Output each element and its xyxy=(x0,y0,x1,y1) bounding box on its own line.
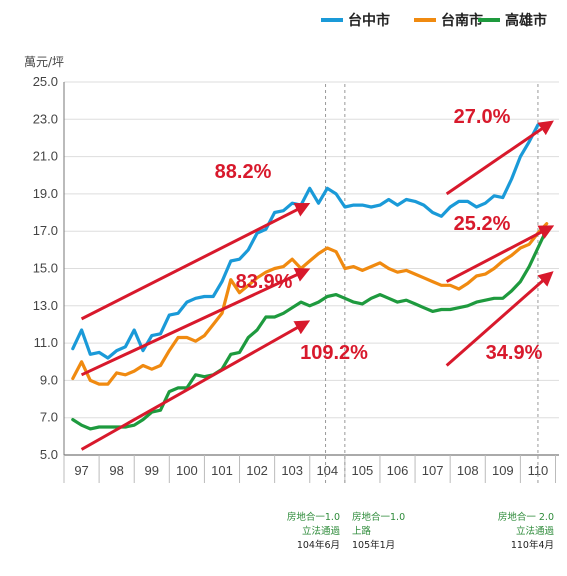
growth-label: 83.9% xyxy=(236,271,293,293)
series-line-2 xyxy=(71,222,549,386)
policy-note-text: 房地合一1.0 xyxy=(287,511,340,523)
policy-note-text: 104年6月 xyxy=(297,539,340,551)
legend-label: 高雄市 xyxy=(505,12,547,29)
x-tick-label: 97 xyxy=(74,463,88,478)
growth-arrow xyxy=(80,267,311,377)
y-tick-label: 13.0 xyxy=(33,298,58,313)
series-line-3 xyxy=(71,227,549,431)
y-tick-label: 11.0 xyxy=(34,335,58,350)
growth-arrow xyxy=(80,203,311,321)
y-tick-label: 19.0 xyxy=(33,186,58,201)
growth-label: 25.2% xyxy=(454,213,511,235)
x-tick-label: 101 xyxy=(211,463,233,478)
growth-label: 34.9% xyxy=(486,342,543,364)
legend-label: 台中市 xyxy=(348,12,390,29)
y-tick-label: 9.0 xyxy=(40,372,58,387)
growth-label: 88.2% xyxy=(215,161,272,183)
y-tick-label: 23.0 xyxy=(33,111,58,126)
policy-note-text: 立法通過 xyxy=(302,525,341,537)
x-tick-label: 105 xyxy=(352,463,374,478)
x-tick-label: 100 xyxy=(176,463,198,478)
series-line-1 xyxy=(71,123,549,360)
growth-arrow xyxy=(80,320,311,451)
y-tick-label: 5.0 xyxy=(40,447,58,462)
x-tick-label: 107 xyxy=(422,463,444,478)
policy-note-text: 上路 xyxy=(352,525,372,537)
x-tick-label: 106 xyxy=(387,463,409,478)
growth-arrow xyxy=(445,225,555,283)
y-tick-label: 21.0 xyxy=(33,149,58,164)
y-tick-label: 15.0 xyxy=(33,261,58,276)
policy-note-text: 房地合一 2.0 xyxy=(498,511,554,523)
y-tick-label: 7.0 xyxy=(40,410,58,425)
growth-label: 27.0% xyxy=(454,106,511,128)
policy-note-text: 立法通過 xyxy=(516,525,555,537)
x-tick-label: 104 xyxy=(316,463,338,478)
x-tick-label: 102 xyxy=(246,463,268,478)
policy-note-text: 110年4月 xyxy=(511,539,554,551)
legend-label: 台南市 xyxy=(441,12,483,29)
growth-arrow xyxy=(445,271,554,367)
x-tick-label: 103 xyxy=(281,463,303,478)
policy-note-text: 105年1月 xyxy=(352,539,395,551)
y-axis-label: 萬元/坪 xyxy=(24,55,64,69)
policy-note-text: 房地合一1.0 xyxy=(352,511,405,523)
x-tick-label: 109 xyxy=(492,463,514,478)
x-tick-label: 98 xyxy=(109,463,123,478)
x-tick-label: 108 xyxy=(457,463,479,478)
growth-label: 109.2% xyxy=(300,342,368,364)
growth-arrow xyxy=(445,120,554,196)
y-tick-label: 17.0 xyxy=(33,223,58,238)
x-tick-label: 99 xyxy=(145,463,159,478)
y-tick-label: 25.0 xyxy=(33,74,58,89)
